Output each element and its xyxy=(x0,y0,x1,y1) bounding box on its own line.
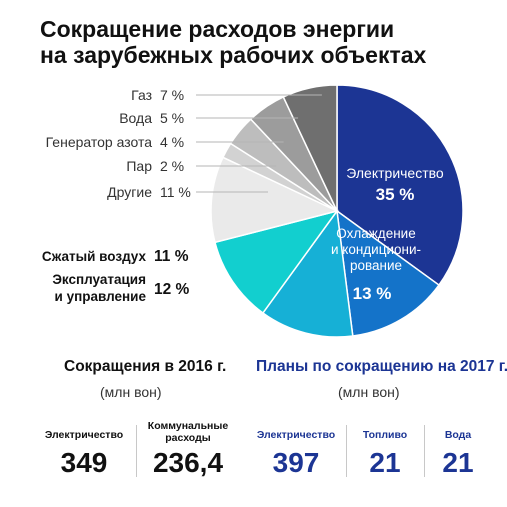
pie-slice-охлаждение-и-кондиционирование xyxy=(336,209,440,337)
outside-label-value: 11 % xyxy=(160,184,191,200)
title-line-1: Сокращение расходов энергии xyxy=(40,16,395,42)
stat-2017-fuel-value: 21 xyxy=(369,447,401,478)
stat-divider xyxy=(424,425,425,477)
outside-label-value: 7 % xyxy=(160,87,184,103)
pie-chart: Газ 7 % Вода 5 % Генератор азота 4 % Пар 2 % Дру… xyxy=(42,84,464,338)
inside-label-value: 35 % xyxy=(376,185,415,204)
summary-2016-title: Сокращения в 2016 г. xyxy=(64,358,227,375)
inside-label-name: Охлаждение xyxy=(336,226,415,241)
outside-label-value: 4 % xyxy=(160,134,184,150)
stat-2017-electricity-value: 397 xyxy=(272,447,320,478)
stat-2017-fuel-label: Топливо xyxy=(362,429,408,441)
chart-title: Сокращение расходов энергии на зарубежны… xyxy=(40,16,480,68)
pie-slice-эксплуатация-и-управление xyxy=(261,209,354,338)
stat-2016-utilities-value: 236,4 xyxy=(152,447,224,478)
stat-2017-electricity-label: Электричество xyxy=(256,429,336,441)
outside-label-name: Вода xyxy=(119,110,152,126)
inside-label-name: рование xyxy=(350,258,402,273)
outside-label-name: Эксплуатация xyxy=(52,272,146,287)
plans-2017-unit: (млн вон) xyxy=(338,384,400,400)
outside-label-value: 12 % xyxy=(154,281,190,298)
outside-label-name: и управление xyxy=(55,289,147,304)
inside-label-name: Электричество xyxy=(346,165,444,181)
outside-label-name: Генератор азота xyxy=(46,134,153,150)
stat-2016-utilities-label: Коммунальные расходы xyxy=(147,420,229,444)
stat-2017-water-label: Вода xyxy=(444,429,472,441)
outside-label-value: 5 % xyxy=(160,110,184,126)
title-line-2: на зарубежных рабочих объектах xyxy=(40,42,427,68)
outside-label-name: Другие xyxy=(107,184,152,200)
pie-slice-другие xyxy=(210,156,340,244)
outside-label-name: Газ xyxy=(131,87,152,103)
outside-label-name: Сжатый воздух xyxy=(42,249,147,264)
stat-2016-electricity-value: 349 xyxy=(60,447,108,478)
stat-divider xyxy=(346,425,347,477)
pie-slice-сжатый-воздух xyxy=(214,209,339,314)
stat-2016-electricity-label: Электричество xyxy=(44,429,124,441)
plans-2017-title: Планы по сокращению на 2017 г. xyxy=(256,358,507,375)
inside-label-value: 13 % xyxy=(353,284,392,303)
stat-2017-water-value: 21 xyxy=(442,447,474,478)
pie-slice-газ xyxy=(282,84,338,212)
pie-slice-электричество xyxy=(336,84,464,287)
stat-divider xyxy=(136,425,137,477)
outside-label-value: 11 % xyxy=(154,248,189,265)
outside-label-name: Пар xyxy=(126,158,152,174)
inside-label-name: и кондициони- xyxy=(331,242,421,257)
outside-label-value: 2 % xyxy=(160,158,184,174)
summary-2016-unit: (млн вон) xyxy=(100,384,162,400)
